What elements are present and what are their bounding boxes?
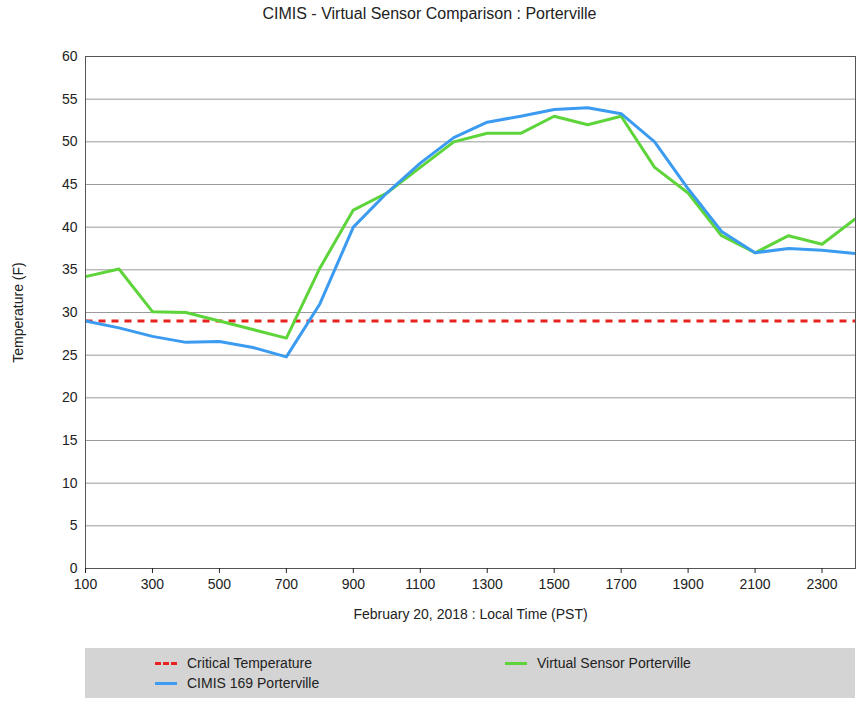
- svg-text:20: 20: [62, 389, 78, 405]
- svg-text:10: 10: [62, 475, 78, 491]
- svg-text:1900: 1900: [673, 576, 704, 592]
- svg-text:February 20, 2018 : Local Time: February 20, 2018 : Local Time (PST): [353, 606, 587, 622]
- svg-text:700: 700: [275, 576, 299, 592]
- svg-text:60: 60: [62, 48, 78, 64]
- svg-text:40: 40: [62, 219, 78, 235]
- svg-text:55: 55: [62, 91, 78, 107]
- svg-text:Temperature (F): Temperature (F): [10, 262, 26, 362]
- html-text:CIMIS 169 Porterville: CIMIS 169 Porterville: [187, 675, 320, 691]
- svg-text:5: 5: [70, 517, 78, 533]
- svg-text:100: 100: [74, 576, 98, 592]
- svg-text:900: 900: [342, 576, 366, 592]
- svg-text:300: 300: [141, 576, 165, 592]
- svg-text:35: 35: [62, 261, 78, 277]
- svg-text:0: 0: [70, 560, 78, 576]
- svg-text:1300: 1300: [472, 576, 503, 592]
- svg-text:15: 15: [62, 432, 78, 448]
- svg-text:2100: 2100: [739, 576, 770, 592]
- svg-text:30: 30: [62, 304, 78, 320]
- html-text:Virtual Sensor Porterville: Virtual Sensor Porterville: [537, 655, 691, 671]
- svg-text:500: 500: [208, 576, 232, 592]
- html-text:CIMIS - Virtual Sensor Compari: CIMIS - Virtual Sensor Comparison : Port…: [262, 5, 597, 22]
- html-text:Critical Temperature: Critical Temperature: [187, 655, 312, 671]
- svg-text:1700: 1700: [606, 576, 637, 592]
- svg-text:2300: 2300: [806, 576, 837, 592]
- svg-text:25: 25: [62, 347, 78, 363]
- svg-text:1100: 1100: [405, 576, 435, 592]
- svg-text:45: 45: [62, 176, 78, 192]
- svg-text:1500: 1500: [539, 576, 570, 592]
- svg-text:50: 50: [62, 133, 78, 149]
